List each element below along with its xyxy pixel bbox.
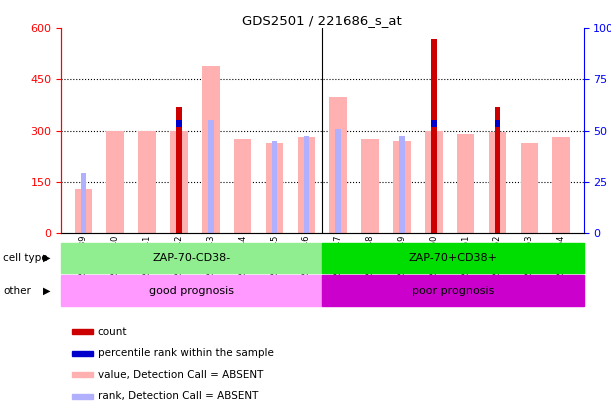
Bar <box>431 38 437 233</box>
Bar <box>425 130 442 233</box>
Bar <box>361 139 379 233</box>
Bar <box>72 330 93 335</box>
Bar <box>495 107 500 233</box>
Bar <box>72 394 93 399</box>
Bar <box>304 136 309 233</box>
Bar <box>81 173 86 233</box>
Text: rank, Detection Call = ABSENT: rank, Detection Call = ABSENT <box>98 391 258 401</box>
Bar <box>393 141 411 233</box>
Text: ZAP-70-CD38-: ZAP-70-CD38- <box>153 253 231 263</box>
Bar <box>176 122 182 233</box>
Bar <box>202 66 219 233</box>
Text: value, Detection Call = ABSENT: value, Detection Call = ABSENT <box>98 370 263 380</box>
Bar <box>323 275 584 306</box>
Title: GDS2501 / 221686_s_at: GDS2501 / 221686_s_at <box>243 14 402 27</box>
Text: count: count <box>98 327 127 337</box>
Bar <box>176 120 182 126</box>
Text: poor prognosis: poor prognosis <box>412 286 494 296</box>
Bar <box>72 372 93 377</box>
Bar <box>329 96 347 233</box>
Bar <box>298 137 315 233</box>
Bar <box>272 141 277 233</box>
Text: percentile rank within the sample: percentile rank within the sample <box>98 348 274 358</box>
Bar <box>521 143 538 233</box>
Bar <box>431 120 437 126</box>
Bar <box>457 134 474 233</box>
Bar <box>72 351 93 356</box>
Text: other: other <box>3 286 31 296</box>
Text: ▶: ▶ <box>43 286 50 296</box>
Bar <box>61 243 323 273</box>
Bar <box>75 189 92 233</box>
Text: cell type: cell type <box>3 253 48 263</box>
Text: ZAP-70+CD38+: ZAP-70+CD38+ <box>408 253 497 263</box>
Bar <box>170 130 188 233</box>
Bar <box>323 243 584 273</box>
Bar <box>61 275 323 306</box>
Bar <box>208 120 214 233</box>
Text: good prognosis: good prognosis <box>149 286 234 296</box>
Bar <box>138 130 156 233</box>
Bar <box>176 107 182 233</box>
Bar <box>234 139 252 233</box>
Bar <box>495 120 500 126</box>
Bar <box>552 137 570 233</box>
Bar <box>399 136 405 233</box>
Bar <box>266 143 284 233</box>
Bar <box>106 130 124 233</box>
Bar <box>489 132 507 233</box>
Text: ▶: ▶ <box>43 253 50 263</box>
Bar <box>335 129 341 233</box>
